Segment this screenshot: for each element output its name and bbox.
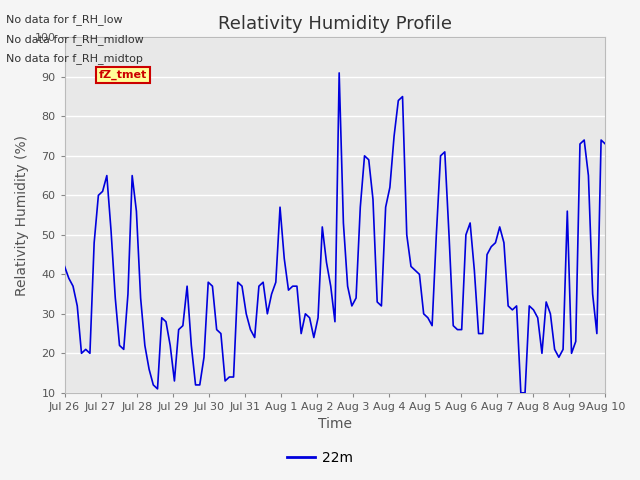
Y-axis label: Relativity Humidity (%): Relativity Humidity (%) — [15, 134, 29, 296]
X-axis label: Time: Time — [318, 418, 352, 432]
Title: Relativity Humidity Profile: Relativity Humidity Profile — [218, 15, 452, 33]
Legend: 22m: 22m — [282, 445, 358, 471]
Text: No data for f_RH_midlow: No data for f_RH_midlow — [6, 34, 144, 45]
Text: No data for f_RH_low: No data for f_RH_low — [6, 14, 123, 25]
Text: No data for f_RH_midtop: No data for f_RH_midtop — [6, 53, 143, 64]
Text: fZ_tmet: fZ_tmet — [99, 70, 147, 80]
